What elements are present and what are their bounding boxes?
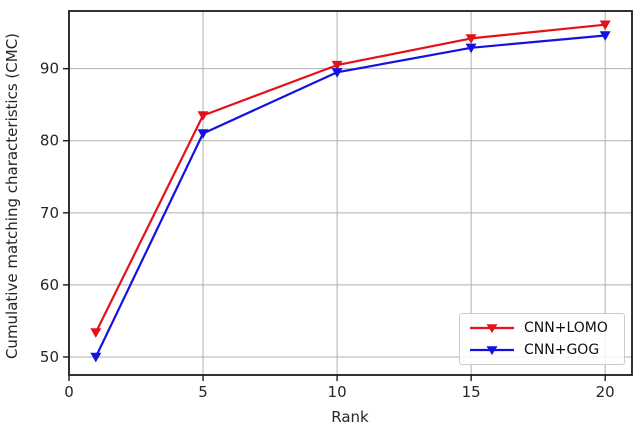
x-tick-label: 10 [328, 383, 347, 401]
data-point-marker-cnn-lomo [90, 328, 102, 338]
data-point-marker-cnn-gog [599, 31, 611, 41]
legend-item-cnn-gog: CNN+GOG [469, 343, 624, 357]
y-tick-label: 90 [40, 60, 59, 78]
x-tick-label: 5 [198, 383, 208, 401]
plot-border [68, 10, 633, 376]
x-tick-label: 15 [462, 383, 481, 401]
data-point-marker-cnn-gog [331, 68, 343, 78]
data-point-marker-cnn-gog [90, 352, 102, 363]
legend: CNN+LOMO CNN+GOG [459, 313, 625, 365]
data-point-marker-cnn-gog [197, 129, 209, 139]
y-axis-label: Cumulative matching characteristics (CMC… [3, 32, 21, 360]
data-point-marker-cnn-gog [465, 43, 477, 54]
data-point-marker-cnn-lomo [599, 20, 611, 31]
x-tick-label: 0 [64, 383, 74, 401]
legend-line-marker-icon [470, 346, 514, 355]
legend-label-cnn-lomo: CNN+LOMO [524, 320, 608, 336]
y-tick-label: 70 [40, 204, 59, 222]
legend-label-cnn-gog: CNN+GOG [524, 342, 600, 358]
legend-line-marker-icon [470, 324, 514, 333]
y-tick-label: 80 [40, 132, 59, 150]
y-tick-label: 50 [40, 348, 59, 366]
x-tick-label: 20 [596, 383, 615, 401]
data-point-marker-cnn-lomo [331, 60, 343, 71]
data-point-marker-cnn-lomo [465, 34, 477, 44]
legend-item-cnn-lomo: CNN+LOMO [469, 321, 624, 335]
y-tick-label: 60 [40, 276, 59, 294]
series-line-cnn-gog [94, 34, 606, 358]
data-point-marker-cnn-lomo [197, 111, 209, 121]
x-axis-label: Rank [331, 408, 369, 426]
